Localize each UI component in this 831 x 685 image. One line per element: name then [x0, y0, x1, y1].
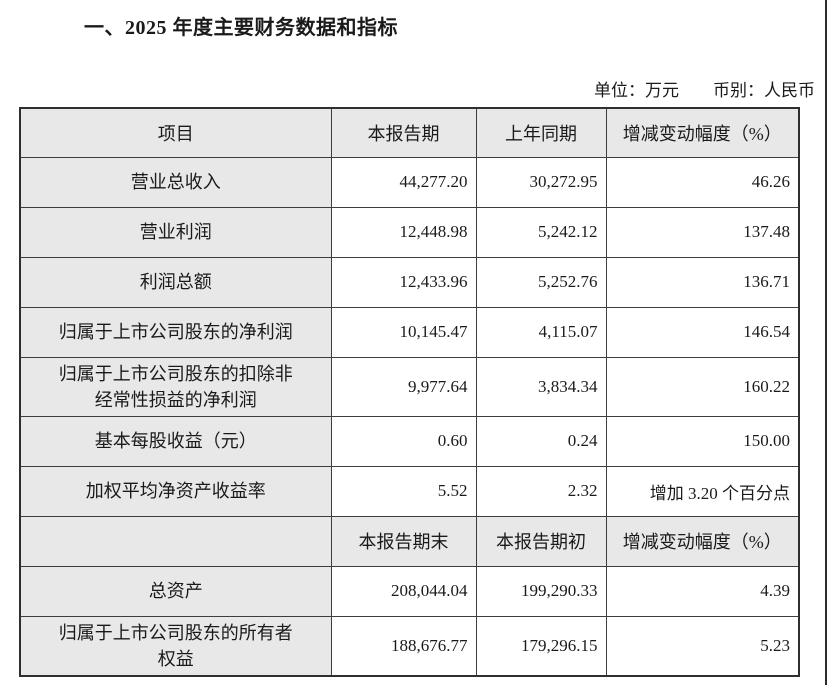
unit-label: 单位：万元: [594, 81, 679, 100]
table-row: 归属于上市公司股东的所有者 权益 188,676.77 179,296.15 5.23: [19, 615, 800, 676]
table-row: 归属于上市公司股东的净利润 10,145.47 4,115.07 146.54: [19, 306, 800, 358]
financial-data-table: 项目 本报告期 上年同期 增减变动幅度（%） 营业总收入 44,277.20 30,272…: [19, 107, 800, 677]
value-cell: 5.23: [605, 615, 800, 676]
table-row: 总资产 208,044.04 199,290.33 4.39: [19, 565, 800, 617]
column-header: 增减变动幅度（%）: [605, 107, 800, 158]
header-row: 项目 本报告期 上年同期 增减变动幅度（%）: [19, 107, 800, 158]
subheader-cell: 增减变动幅度（%）: [605, 515, 800, 567]
value-cell: 137.48: [605, 206, 800, 258]
value-cell: 4.39: [605, 565, 800, 617]
value-cell: 136.71: [605, 256, 800, 308]
value-cell: 9,977.64: [330, 356, 477, 417]
value-cell: 179,296.15: [475, 615, 607, 676]
table-row: 营业总收入 44,277.20 30,272.95 46.26: [19, 156, 800, 208]
subheader-cell: 本报告期末: [330, 515, 477, 567]
value-cell: 146.54: [605, 306, 800, 358]
value-cell: 160.22: [605, 356, 800, 417]
subheader-row: 本报告期末 本报告期初 增减变动幅度（%）: [19, 515, 800, 567]
value-cell: 150.00: [605, 415, 800, 467]
item-cell: 利润总额: [19, 256, 332, 308]
table-row: 利润总额 12,433.96 5,252.76 136.71: [19, 256, 800, 308]
empty-cell: [19, 515, 332, 567]
section-title: 一、2025 年度主要财务数据和指标: [84, 17, 398, 39]
unit-currency-line: 单位：万元 币别：人民币: [19, 76, 815, 101]
value-cell: 2.32: [475, 465, 607, 517]
value-cell: 4,115.07: [475, 306, 607, 358]
page-right-edge: [825, 0, 827, 685]
table-row: 归属于上市公司股东的扣除非 经常性损益的净利润 9,977.64 3,834.34 1…: [19, 356, 800, 417]
value-cell: 188,676.77: [330, 615, 477, 676]
value-cell: 5,252.76: [475, 256, 607, 308]
value-cell: 199,290.33: [475, 565, 607, 617]
value-cell: 3,834.34: [475, 356, 607, 417]
value-cell: 46.26: [605, 156, 800, 208]
item-cell: 归属于上市公司股东的净利润: [19, 306, 332, 358]
value-cell: 5.52: [330, 465, 477, 517]
item-cell: 基本每股收益（元）: [19, 415, 332, 467]
value-cell: 44,277.20: [330, 156, 477, 208]
item-cell: 营业利润: [19, 206, 332, 258]
subheader-cell: 本报告期初: [475, 515, 607, 567]
column-header: 本报告期: [330, 107, 477, 158]
table-row: 加权平均净资产收益率 5.52 2.32 增加 3.20 个百分点: [19, 465, 800, 517]
item-cell: 归属于上市公司股东的扣除非 经常性损益的净利润: [19, 356, 332, 417]
value-cell: 12,433.96: [330, 256, 477, 308]
value-cell: 0.60: [330, 415, 477, 467]
value-cell: 208,044.04: [330, 565, 477, 617]
table-header: 项目 本报告期 上年同期 增减变动幅度（%）: [19, 107, 800, 158]
item-cell: 归属于上市公司股东的所有者 权益: [19, 615, 332, 676]
item-cell: 加权平均净资产收益率: [19, 465, 332, 517]
table-body: 营业总收入 44,277.20 30,272.95 46.26 营业利润 12,448.9…: [19, 156, 800, 676]
currency-label: 币别：人民币: [713, 81, 815, 100]
value-cell: 0.24: [475, 415, 607, 467]
item-cell: 总资产: [19, 565, 332, 617]
column-header: 上年同期: [475, 107, 607, 158]
column-header: 项目: [19, 107, 332, 158]
table-row: 基本每股收益（元） 0.60 0.24 150.00: [19, 415, 800, 467]
value-cell: 12,448.98: [330, 206, 477, 258]
value-cell: 10,145.47: [330, 306, 477, 358]
value-cell: 30,272.95: [475, 156, 607, 208]
value-cell: 增加 3.20 个百分点: [605, 465, 800, 517]
item-cell: 营业总收入: [19, 156, 332, 208]
table-row: 营业利润 12,448.98 5,242.12 137.48: [19, 206, 800, 258]
value-cell: 5,242.12: [475, 206, 607, 258]
